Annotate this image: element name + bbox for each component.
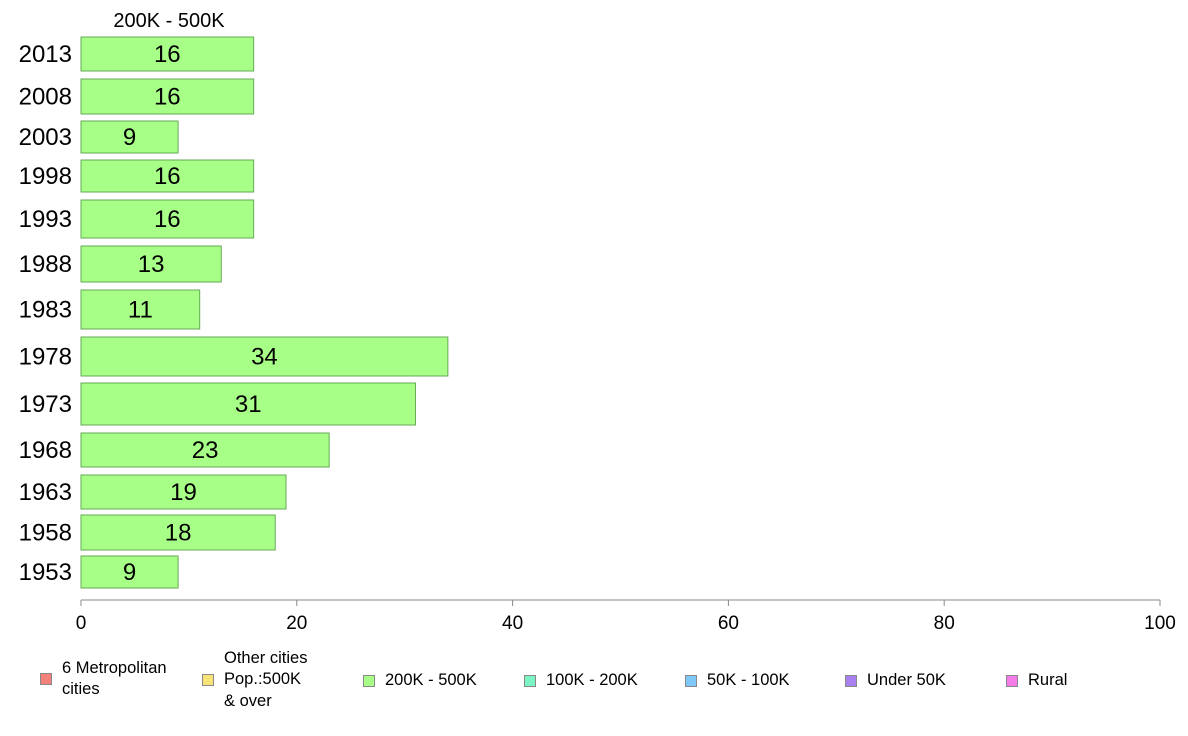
x-tick-label: 0 [76,613,87,634]
bar [80,432,330,468]
bar-value-label: 16 [154,84,181,111]
legend: 6 Metropolitan cities Other cities Pop.:5… [30,648,1180,718]
legend-item: Rural [1006,670,1067,691]
y-tick-label: 2013 [19,41,72,68]
y-tick-label: 1978 [19,344,72,371]
y-tick-label: 2008 [19,84,72,111]
bar-value-label: 19 [170,479,197,506]
legend-label: 6 Metropolitan cities [62,659,167,699]
bar-value-label: 34 [251,344,278,371]
legend-swatch [524,674,536,687]
bar [80,120,179,154]
x-tick-label: 20 [286,613,307,634]
bar [80,36,255,72]
x-tick-label: 40 [502,613,523,634]
bar-value-label: 31 [235,391,262,418]
x-tick-label: 80 [934,613,955,634]
y-tick-label: 1983 [19,297,72,324]
x-axis-ticks: 0 20 40 60 80 100 [76,600,1176,634]
legend-label: Under 50K [867,671,946,689]
legend-label: 100K - 200K [546,671,638,689]
legend-item: 100K - 200K [524,670,638,691]
legend-item: 6 Metropolitan cities [40,658,167,701]
y-tick-label: 1973 [19,391,72,418]
legend-label: Other cities Pop.:500K & over [224,649,308,710]
bar [80,514,276,551]
bar-value-label: 16 [154,206,181,233]
legend-item: 200K - 500K [363,670,477,691]
x-tick-label: 100 [1144,613,1176,634]
y-tick-label: 1998 [19,163,72,190]
legend-swatch [363,674,375,687]
bar-value-label: 9 [123,124,136,151]
y-tick-label: 2003 [19,124,72,151]
bar [80,336,449,377]
legend-swatch [685,674,697,687]
bar [80,245,222,283]
y-tick-label: 1958 [19,520,72,547]
bar [80,159,255,193]
bar-value-label: 11 [128,297,153,324]
y-tick-label: 1953 [19,559,72,586]
y-tick-label: 1963 [19,479,72,506]
y-tick-label: 1993 [19,206,72,233]
bar-value-label: 16 [154,163,181,190]
legend-swatch [202,674,214,687]
legend-swatch [845,674,857,687]
bar [80,289,201,330]
bar-value-label: 13 [138,251,165,278]
bar-value-label: 23 [192,437,219,464]
legend-label: 200K - 500K [385,671,477,689]
legend-swatch [1006,674,1018,687]
bar [80,382,416,426]
legend-label: 50K - 100K [707,671,790,689]
bar [80,78,255,115]
bar [80,474,287,510]
legend-swatch [40,673,52,686]
bar [80,199,255,239]
y-tick-label: 1988 [19,251,72,278]
bar-value-label: 18 [165,520,192,547]
bar-group: 2013 16 2008 16 2003 9 1998 16 1993 16 1988 13 1983 1… [19,36,449,589]
x-tick-label: 60 [718,613,739,634]
bar-value-label: 9 [123,559,136,586]
y-tick-label: 1968 [19,437,72,464]
legend-item: Under 50K [845,670,946,691]
legend-item: 50K - 100K [685,670,790,691]
bar [80,555,179,589]
legend-item: Other cities Pop.:500K & over [202,648,307,712]
legend-label: Rural [1028,671,1068,689]
chart-title: 200K - 500K [113,10,225,32]
bar-value-label: 16 [154,41,181,68]
